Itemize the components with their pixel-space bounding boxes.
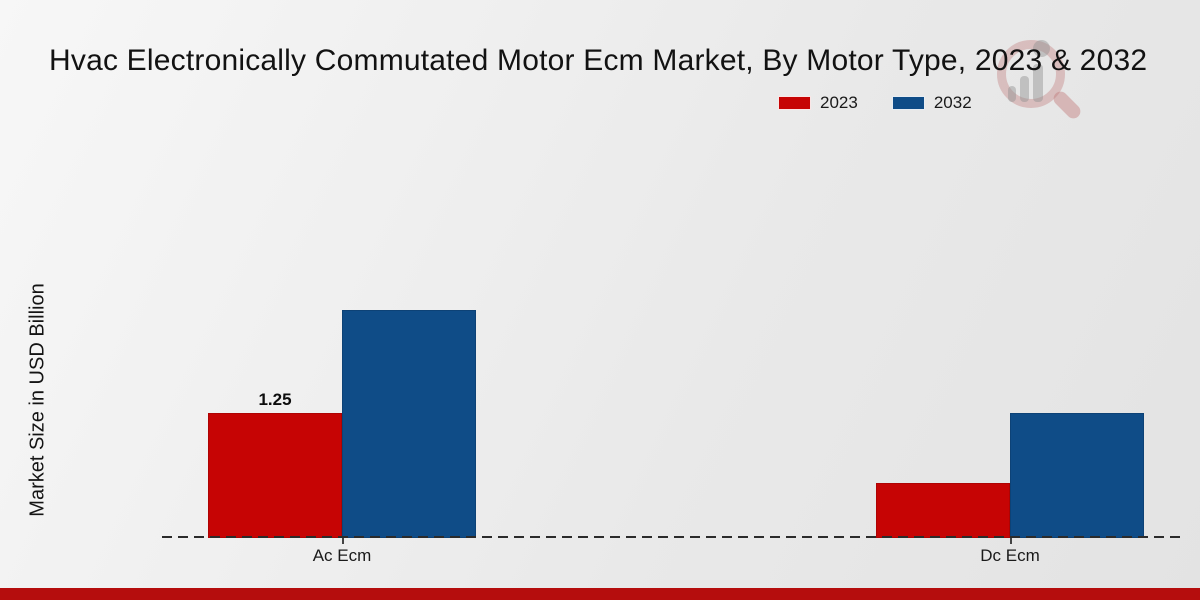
x-axis-baseline — [162, 536, 1186, 538]
legend-swatch-2032-icon — [891, 96, 925, 110]
x-tick-dc-ecm — [1010, 538, 1012, 544]
bar-value-label-2023-ac-ecm: 1.25 — [258, 390, 292, 409]
x-category-label-dc-ecm: Dc Ecm — [980, 546, 1040, 565]
legend-label-2023: 2023 — [820, 93, 858, 112]
magnifier-ring-icon — [997, 40, 1065, 108]
logo-dot-icon — [1033, 40, 1050, 57]
legend: 2023 2032 — [778, 93, 972, 113]
bar-2032-ac-ecm — [342, 310, 476, 538]
legend-swatch-2023-icon — [778, 96, 811, 110]
chart-title: Hvac Electronically Commutated Motor Ecm… — [49, 44, 1148, 77]
bar-2023-ac-ecm — [208, 413, 342, 538]
bar-2032-dc-ecm — [1010, 413, 1144, 538]
footer-brand-band — [0, 588, 1200, 600]
legend-item-2032: 2032 — [891, 93, 972, 113]
x-category-label-ac-ecm: Ac Ecm — [312, 546, 372, 565]
x-tick-ac-ecm — [342, 538, 344, 544]
legend-label-2032: 2032 — [933, 93, 972, 112]
logo-bar-small-icon — [1008, 86, 1016, 102]
bar-2023-dc-ecm — [876, 483, 1010, 538]
logo-bar-medium-icon — [1020, 76, 1029, 102]
logo-bar-tall-icon — [1033, 64, 1043, 102]
legend-item-2023: 2023 — [778, 93, 858, 113]
